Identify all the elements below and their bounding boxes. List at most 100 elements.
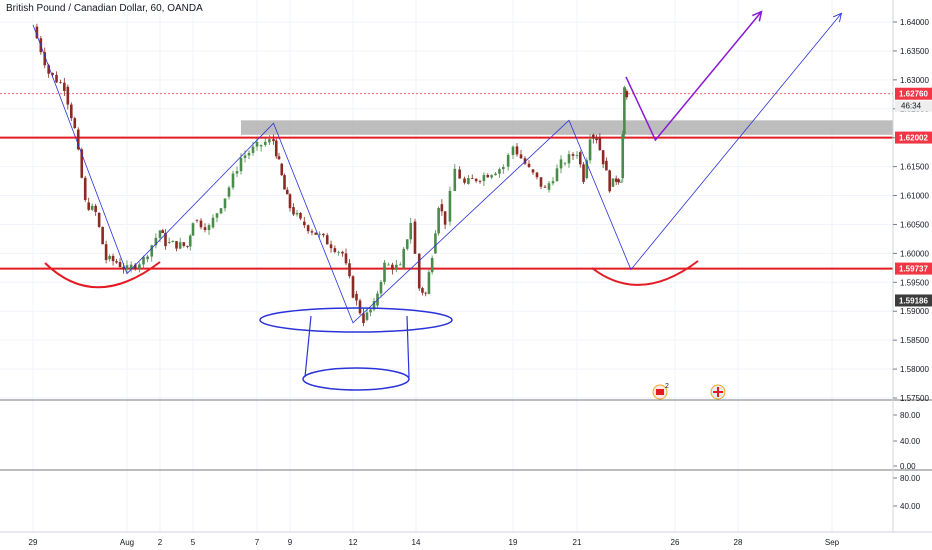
- candle-body: [592, 134, 595, 139]
- candle-body: [310, 231, 314, 233]
- candle-body: [358, 300, 362, 314]
- time-tick-label: 14: [412, 538, 421, 547]
- price-tick-label: 1.57500: [900, 394, 929, 403]
- candle-body: [259, 144, 263, 147]
- last-price-badge-bg: [895, 87, 932, 100]
- candle-body: [424, 292, 427, 294]
- resistance-badge-bg: [895, 131, 932, 144]
- candle-body: [111, 255, 115, 262]
- candle-body: [595, 138, 598, 141]
- candle-body: [365, 312, 369, 320]
- candle-body: [80, 149, 84, 178]
- pane-tick-label: 80.00: [900, 474, 921, 483]
- candle-body: [470, 178, 474, 179]
- zigzag-arrowhead: [832, 12, 843, 23]
- candle-body: [47, 65, 50, 74]
- candle-body: [247, 152, 251, 156]
- candle-body: [463, 178, 466, 183]
- support-arc-left: [44, 261, 161, 289]
- countdown-label: 46:34: [901, 102, 922, 111]
- candle-body: [199, 220, 203, 228]
- time-tick-label: 19: [509, 538, 518, 547]
- candle-body: [171, 241, 175, 243]
- candle-body: [443, 211, 447, 225]
- support-arc-right: [591, 260, 699, 286]
- candle-body: [55, 74, 58, 83]
- candle-body: [76, 129, 80, 150]
- candle-body: [83, 177, 87, 200]
- candle-body: [531, 169, 535, 173]
- candle-body: [188, 235, 192, 247]
- candle-body: [63, 82, 66, 91]
- candle-body: [115, 261, 118, 263]
- candle-body: [125, 265, 129, 270]
- candle-body: [355, 293, 358, 301]
- time-tick-label: 2: [158, 538, 163, 547]
- candle-body: [154, 237, 158, 246]
- price-tick-label: 1.64000: [900, 18, 929, 27]
- support-badge-bg: [895, 262, 932, 275]
- candle-body: [274, 140, 278, 157]
- candle-body: [387, 264, 390, 266]
- candle-body: [87, 202, 91, 210]
- ellipse-bottom: [302, 367, 410, 391]
- candle-body: [118, 262, 122, 268]
- candle-body: [379, 281, 383, 294]
- candle-body: [283, 175, 286, 190]
- price-tick-label: 1.59000: [900, 307, 929, 316]
- candle-body: [277, 156, 281, 160]
- candle-body: [448, 190, 452, 222]
- candle-body: [625, 91, 629, 98]
- time-tick-label: 9: [288, 538, 293, 547]
- candle-body: [138, 264, 141, 269]
- candle-body: [306, 225, 310, 232]
- price-tick-label: 1.61500: [900, 163, 929, 172]
- candle-body: [142, 256, 145, 265]
- candle-body: [51, 72, 54, 75]
- time-tick-label: 5: [191, 538, 196, 547]
- candle-body: [440, 204, 444, 212]
- candle-body: [402, 248, 406, 268]
- candle-body: [395, 264, 398, 270]
- candle-body: [511, 146, 515, 155]
- candle-body: [263, 141, 267, 145]
- candle-body: [519, 154, 523, 159]
- candle-body: [478, 181, 482, 182]
- candle-body: [239, 157, 243, 172]
- candle-body: [97, 212, 101, 227]
- candle-body: [582, 164, 585, 182]
- candle-body: [539, 177, 543, 187]
- candle-body: [129, 264, 133, 270]
- candle-body: [585, 160, 589, 179]
- indicator-panes: [0, 399, 932, 533]
- event-count-label: 2: [665, 383, 669, 390]
- candle-body: [515, 146, 519, 155]
- candle-body: [285, 189, 289, 195]
- price-tick-label: 1.63000: [900, 76, 929, 85]
- candle-body: [255, 141, 259, 147]
- candle-body: [575, 155, 579, 157]
- candle-body: [243, 155, 247, 158]
- candle-body: [108, 255, 111, 260]
- candle-body: [322, 233, 325, 236]
- candle-body: [146, 256, 149, 260]
- candle-body: [186, 245, 189, 247]
- event-icons[interactable]: 2: [652, 383, 726, 400]
- candle-body: [617, 179, 620, 183]
- candle-body: [523, 158, 527, 164]
- flag-fill: [656, 389, 664, 395]
- resistance-badge: 1.62002: [899, 134, 928, 143]
- candle-body: [94, 205, 97, 212]
- candle-body: [341, 251, 344, 254]
- candle-body: [167, 242, 171, 243]
- candle-body: [611, 178, 615, 187]
- time-tick-label: Sep: [825, 538, 840, 547]
- candle-body: [161, 230, 165, 233]
- price-tick-label: 1.58500: [900, 336, 929, 345]
- drawings[interactable]: [32, 10, 843, 391]
- candle-body: [391, 264, 394, 270]
- candle-body: [437, 208, 440, 234]
- candle-body: [608, 170, 611, 192]
- time-tick-label: 21: [573, 538, 582, 547]
